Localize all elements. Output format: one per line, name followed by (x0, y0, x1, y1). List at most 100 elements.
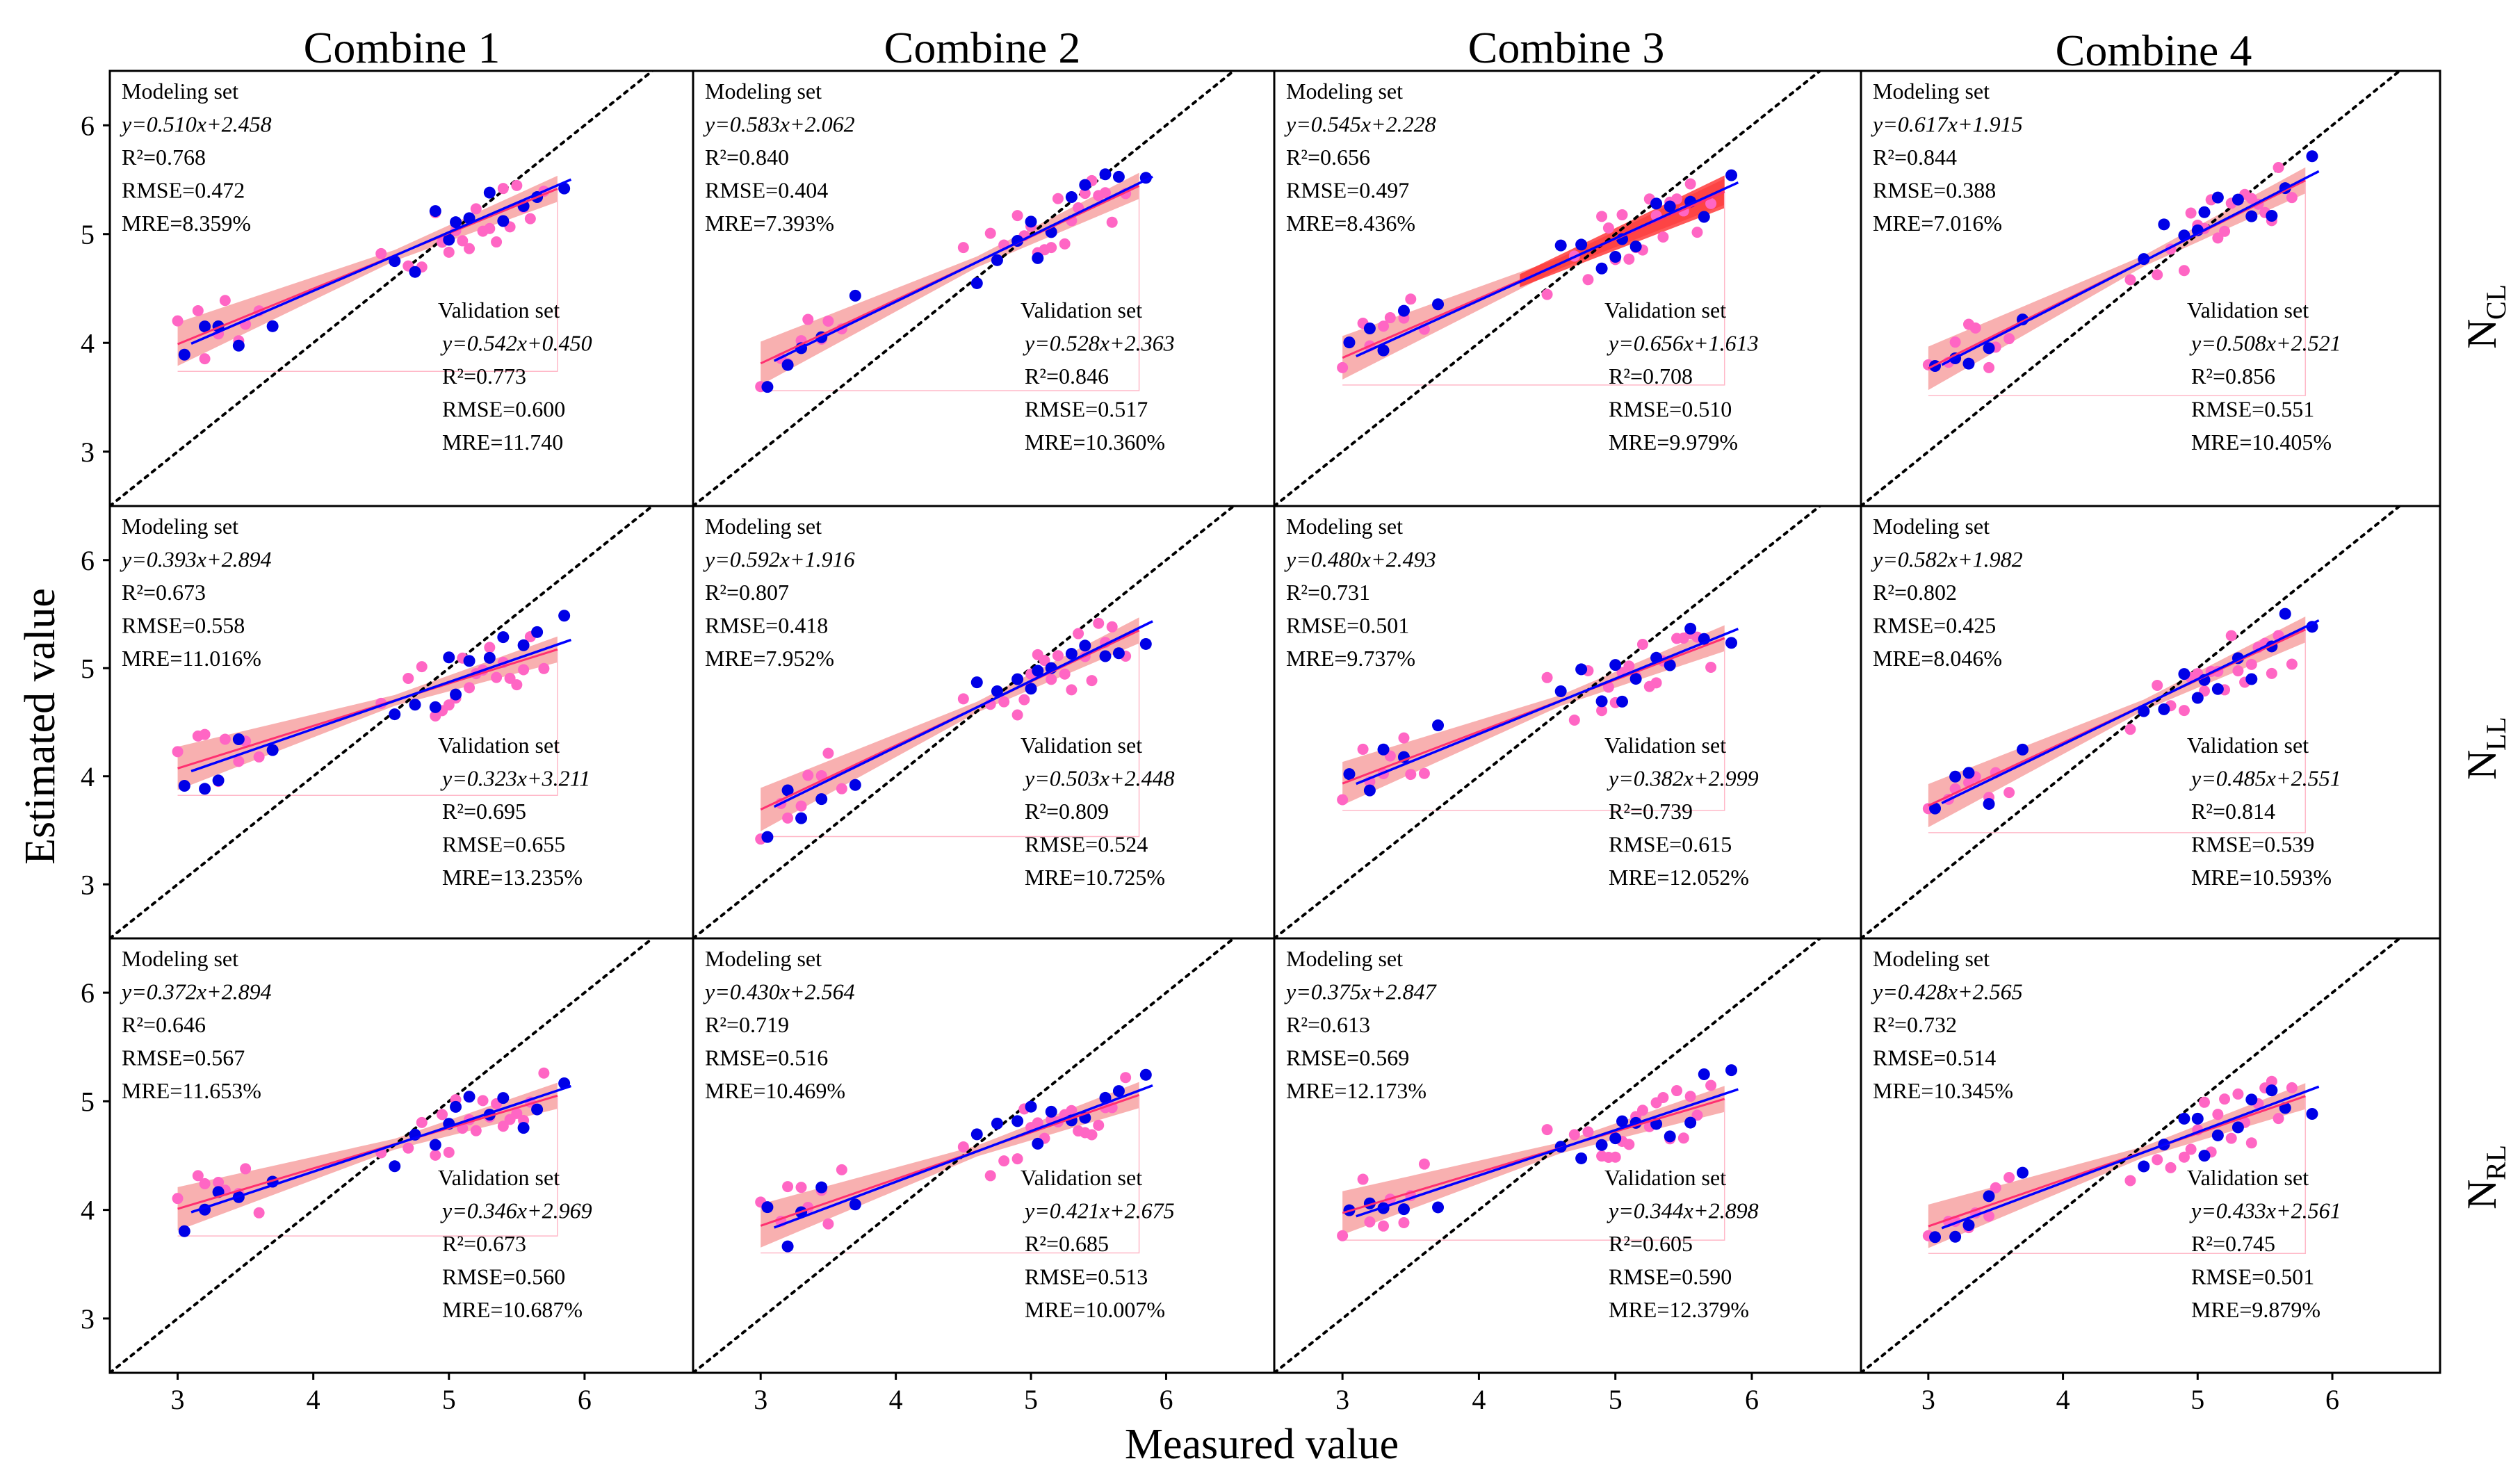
modeling-point (1378, 1220, 1390, 1232)
modeling-point (2266, 667, 2277, 679)
row-label-sub: LL (2480, 717, 2512, 751)
x-tick-label: 6 (1745, 1384, 1759, 1415)
validation-set-heading: Validation set (1604, 733, 1726, 758)
modeling-point (484, 642, 496, 653)
validation-point (178, 348, 190, 361)
modeling-point (1705, 1079, 1717, 1091)
band-bracket-line (1342, 191, 1725, 386)
modeling-point (1059, 668, 1071, 680)
validation-fit-line (1941, 170, 2320, 366)
modeling-point (1582, 274, 1594, 286)
modeling-point (1582, 1126, 1594, 1138)
panel-plot-area (693, 71, 1236, 506)
modeling-point (2124, 274, 2136, 286)
validation-point (497, 215, 510, 227)
panel: Modeling set y=0.430x+2.564 R²=0.719 RMSE=0… (692, 937, 1276, 1374)
modeling-rmse: RMSE=0.497 (1286, 178, 1409, 203)
validation-equation: y=0.323x+3.211 (440, 766, 590, 791)
validation-point (1684, 622, 1697, 635)
validation-point (212, 774, 225, 787)
modeling-rmse: RMSE=0.569 (1286, 1045, 1409, 1070)
validation-point (991, 1117, 1003, 1130)
modeling-point (1418, 767, 1430, 779)
modeling-point (1705, 197, 1717, 209)
x-tick-label: 3 (754, 1384, 767, 1415)
modeling-point (1384, 312, 1396, 324)
validation-equation: y=0.485x+2.551 (2189, 766, 2341, 791)
modeling-point (1364, 1216, 1376, 1228)
validation-point (1983, 342, 1995, 355)
one-to-one-line (1274, 71, 1823, 506)
modeling-point (457, 235, 469, 247)
modeling-point (1093, 1119, 1105, 1131)
one-to-one-line (1274, 506, 1823, 938)
modeling-point (984, 1170, 996, 1182)
x-tick-label: 5 (442, 1384, 456, 1415)
validation-point (1032, 665, 1044, 677)
modeling-point (2003, 1172, 2015, 1184)
modeling-set-heading: Modeling set (122, 946, 238, 971)
validation-point (1929, 1231, 1942, 1244)
x-tick-label: 3 (1335, 1384, 1349, 1415)
validation-equation: y=0.508x+2.521 (2189, 331, 2341, 356)
modeling-equation: y=0.583x+2.062 (703, 112, 855, 137)
band-bracket-line (177, 1095, 558, 1237)
validation-point (2138, 705, 2150, 717)
validation-equation: y=0.542x+0.450 (440, 331, 592, 356)
modeling-point (199, 1177, 211, 1189)
validation-point (1032, 252, 1044, 264)
modeling-point (416, 661, 428, 673)
modeling-point (538, 662, 550, 674)
modeling-point (1337, 361, 1349, 373)
validation-point (849, 1198, 861, 1211)
modeling-mre: MRE=9.737% (1286, 646, 1415, 671)
modeling-r2: R²=0.731 (1286, 580, 1370, 605)
validation-point (1949, 1230, 1962, 1243)
band-bracket-line (1928, 180, 2307, 396)
modeling-point (443, 246, 455, 258)
modeling-point (1596, 705, 1608, 717)
modeling-point (1086, 675, 1098, 687)
validation-rmse: RMSE=0.501 (2191, 1264, 2314, 1289)
modeling-point (1046, 674, 1057, 685)
modeling-point (1073, 628, 1084, 639)
band-bracket-line (1342, 1098, 1725, 1241)
modeling-point (2178, 1151, 2190, 1163)
modeling-set-heading: Modeling set (122, 79, 238, 104)
modeling-equation: y=0.393x+2.894 (120, 547, 272, 572)
validation-point (1616, 695, 1629, 708)
modeling-point (477, 1095, 489, 1107)
validation-point (1432, 719, 1445, 732)
modeling-set-heading: Modeling set (1873, 79, 1990, 104)
column-title: Combine 3 (1468, 23, 1665, 72)
validation-point (443, 234, 455, 246)
modeling-set-heading: Modeling set (1873, 946, 1990, 971)
modeling-mre: MRE=7.016% (1873, 211, 2002, 236)
row-label-main: N (2459, 750, 2505, 780)
validation-fit-line (1941, 619, 2320, 804)
validation-point (443, 651, 455, 664)
validation-point (795, 812, 808, 824)
modeling-point (2225, 1132, 2237, 1144)
modeling-equation: y=0.617x+1.915 (1871, 112, 2023, 137)
modeling-mre: MRE=8.359% (122, 211, 251, 236)
validation-point (1079, 179, 1091, 191)
modeling-point (470, 203, 482, 215)
validation-point (1011, 1115, 1024, 1127)
validation-r2: R²=0.773 (442, 364, 526, 389)
validation-set-heading: Validation set (438, 1165, 560, 1190)
validation-point (232, 339, 245, 352)
modeling-mre: MRE=7.952% (705, 646, 834, 671)
modeling-point (998, 696, 1010, 708)
validation-point (2178, 1112, 2190, 1125)
y-tick-label: 6 (81, 977, 95, 1009)
validation-point (389, 1160, 401, 1173)
modeling-point (2124, 1175, 2136, 1187)
labels-group: Combine 1 Combine 2 Combine 3 Combine 4 … (17, 23, 2512, 1468)
validation-point (178, 780, 190, 792)
validation-set-heading: Validation set (1604, 1165, 1726, 1190)
validation-fit-line (1356, 181, 1739, 358)
validation-fit-line (1356, 628, 1739, 785)
modeling-point (1405, 293, 1417, 305)
validation-point (1650, 197, 1663, 210)
